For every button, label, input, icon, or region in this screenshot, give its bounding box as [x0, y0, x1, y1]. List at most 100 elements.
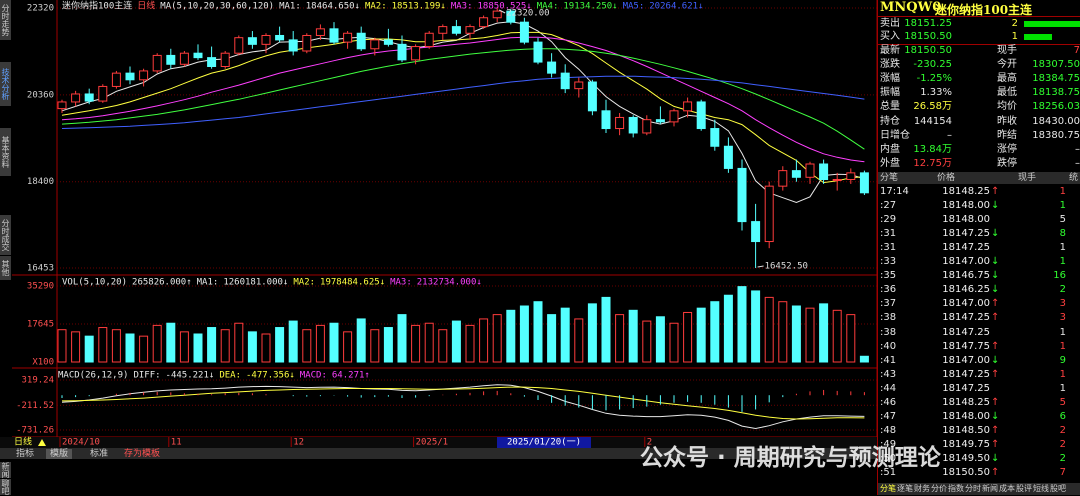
side-tab[interactable]: 新闻: [0, 462, 11, 479]
tick-dir: ↑: [991, 312, 1000, 324]
candle-body: [655, 119, 665, 123]
candle-body: [411, 46, 421, 61]
right-tab[interactable]: 逐笔: [897, 484, 913, 493]
x-tick-label: 2025/1: [416, 438, 449, 448]
tick-header-bg: [878, 172, 1080, 184]
bottom-tab[interactable]: 模版: [46, 449, 73, 459]
tick-price: 18147.25: [942, 382, 990, 394]
volume-bar: [832, 309, 842, 363]
candle-body: [791, 170, 801, 178]
tick-volume: 3: [1059, 298, 1066, 310]
tick-volume: 1: [1059, 242, 1066, 254]
tick-price: 18147.25: [942, 242, 990, 254]
quote-value: 18150.50: [904, 45, 952, 56]
volume-bar: [139, 335, 149, 363]
right-tab[interactable]: 成本: [999, 484, 1015, 493]
side-tab[interactable]: 基本资料: [0, 128, 11, 177]
quote-value: 18256.03: [1032, 101, 1080, 113]
tick-price: 18146.25: [942, 284, 990, 296]
tick-header: 价格: [937, 173, 956, 183]
legend-name: MA5:: [623, 2, 645, 12]
volume-bar: [220, 329, 230, 363]
candle-body: [234, 37, 244, 54]
candle-body: [710, 128, 720, 147]
x-tick-label: 12: [293, 438, 304, 448]
quote-label: 涨幅: [880, 73, 900, 85]
side-tab[interactable]: 其他: [0, 256, 11, 281]
tick-volume: 2: [1059, 284, 1066, 296]
legend-value: -445.221↓: [166, 371, 215, 381]
legend-value: -477.356↓: [246, 371, 295, 381]
candle-body: [193, 52, 203, 59]
period-label: 日线: [14, 436, 32, 448]
book-bar: [1024, 34, 1052, 40]
bottom-tab[interactable]: 存为模板: [120, 449, 165, 459]
quote-value: -1.25%: [916, 73, 952, 85]
tick-time: :51: [880, 467, 897, 478]
volume-bar: [356, 318, 366, 363]
tick-dir: ↓: [991, 256, 1000, 268]
legend-name: MA2:: [365, 2, 387, 12]
bottom-tab[interactable]: 指标: [12, 449, 39, 459]
tick-price: 18147.75: [942, 340, 990, 352]
side-tab[interactable]: 分时走势: [0, 0, 11, 41]
candle-body: [275, 34, 285, 41]
volume-bar: [655, 316, 665, 363]
right-tab[interactable]: 财务: [914, 484, 930, 493]
quote-label: 均价: [997, 101, 1017, 113]
tick-volume: 1: [1059, 340, 1066, 352]
volume-bar: [601, 296, 611, 363]
x-tick-label: 2024/10: [62, 438, 100, 448]
quote-value: 18384.75: [1032, 73, 1080, 85]
tick-volume: 5: [1059, 396, 1066, 408]
right-tab[interactable]: 股评: [1016, 484, 1032, 493]
quote-value: 12.75万: [913, 157, 952, 169]
tick-header: 现手: [1018, 173, 1037, 183]
volume-bar: [98, 327, 108, 363]
side-tab[interactable]: 聊吧: [0, 479, 11, 496]
tick-price: 18147.25: [942, 228, 990, 240]
tick-dir: ↑: [991, 438, 1000, 450]
x-tick-label: 2: [647, 438, 652, 448]
ma-line: [61, 21, 865, 204]
volume-bar: [152, 324, 162, 363]
right-tab[interactable]: 短线: [1033, 484, 1049, 493]
right-tab[interactable]: 分价: [931, 484, 947, 493]
quote-label: 今开: [997, 59, 1017, 71]
tick-time: :38: [880, 312, 897, 324]
right-tab[interactable]: 股吧: [1050, 484, 1066, 493]
volume-bar: [57, 329, 67, 363]
volume-bar: [438, 329, 448, 363]
tick-price: 18146.75: [942, 270, 990, 282]
candle-body: [723, 145, 733, 169]
side-tab[interactable]: 技术分析: [0, 62, 11, 107]
tick-volume: 3: [1059, 312, 1066, 324]
quote-name: 迷你纳指100主连: [935, 3, 1033, 17]
right-tab[interactable]: 分时: [965, 484, 981, 493]
right-tab[interactable]: 新闻: [982, 484, 998, 493]
ma-line: [61, 384, 865, 430]
ma-line: [61, 48, 865, 150]
right-tab[interactable]: 分笔: [880, 484, 896, 493]
tick-time: :47: [880, 410, 897, 422]
candle-body: [166, 54, 176, 65]
legend-name: DEA:: [219, 371, 241, 381]
ma-line: [61, 386, 865, 420]
volume-bar: [547, 314, 557, 363]
tick-volume: 7: [1059, 467, 1066, 478]
y-tick-label: 16453: [27, 264, 54, 274]
quote-value: 18430.00: [1032, 115, 1080, 127]
quote-label: 涨跌: [880, 59, 900, 71]
candle-body: [370, 39, 380, 50]
tick-dir: ↑: [991, 424, 1000, 436]
volume-bar: [125, 333, 135, 363]
legend-period: 日线: [137, 0, 155, 12]
side-tab[interactable]: 分时成交: [0, 215, 11, 256]
right-tab[interactable]: 指数: [948, 484, 964, 493]
quote-value: 144154: [913, 115, 952, 127]
volume-bar: [615, 314, 625, 363]
legend-name: MA1:: [197, 278, 219, 288]
candle-body: [383, 39, 393, 45]
tick-volume: 1: [1059, 256, 1066, 268]
bottom-tab[interactable]: 标准: [86, 449, 113, 459]
